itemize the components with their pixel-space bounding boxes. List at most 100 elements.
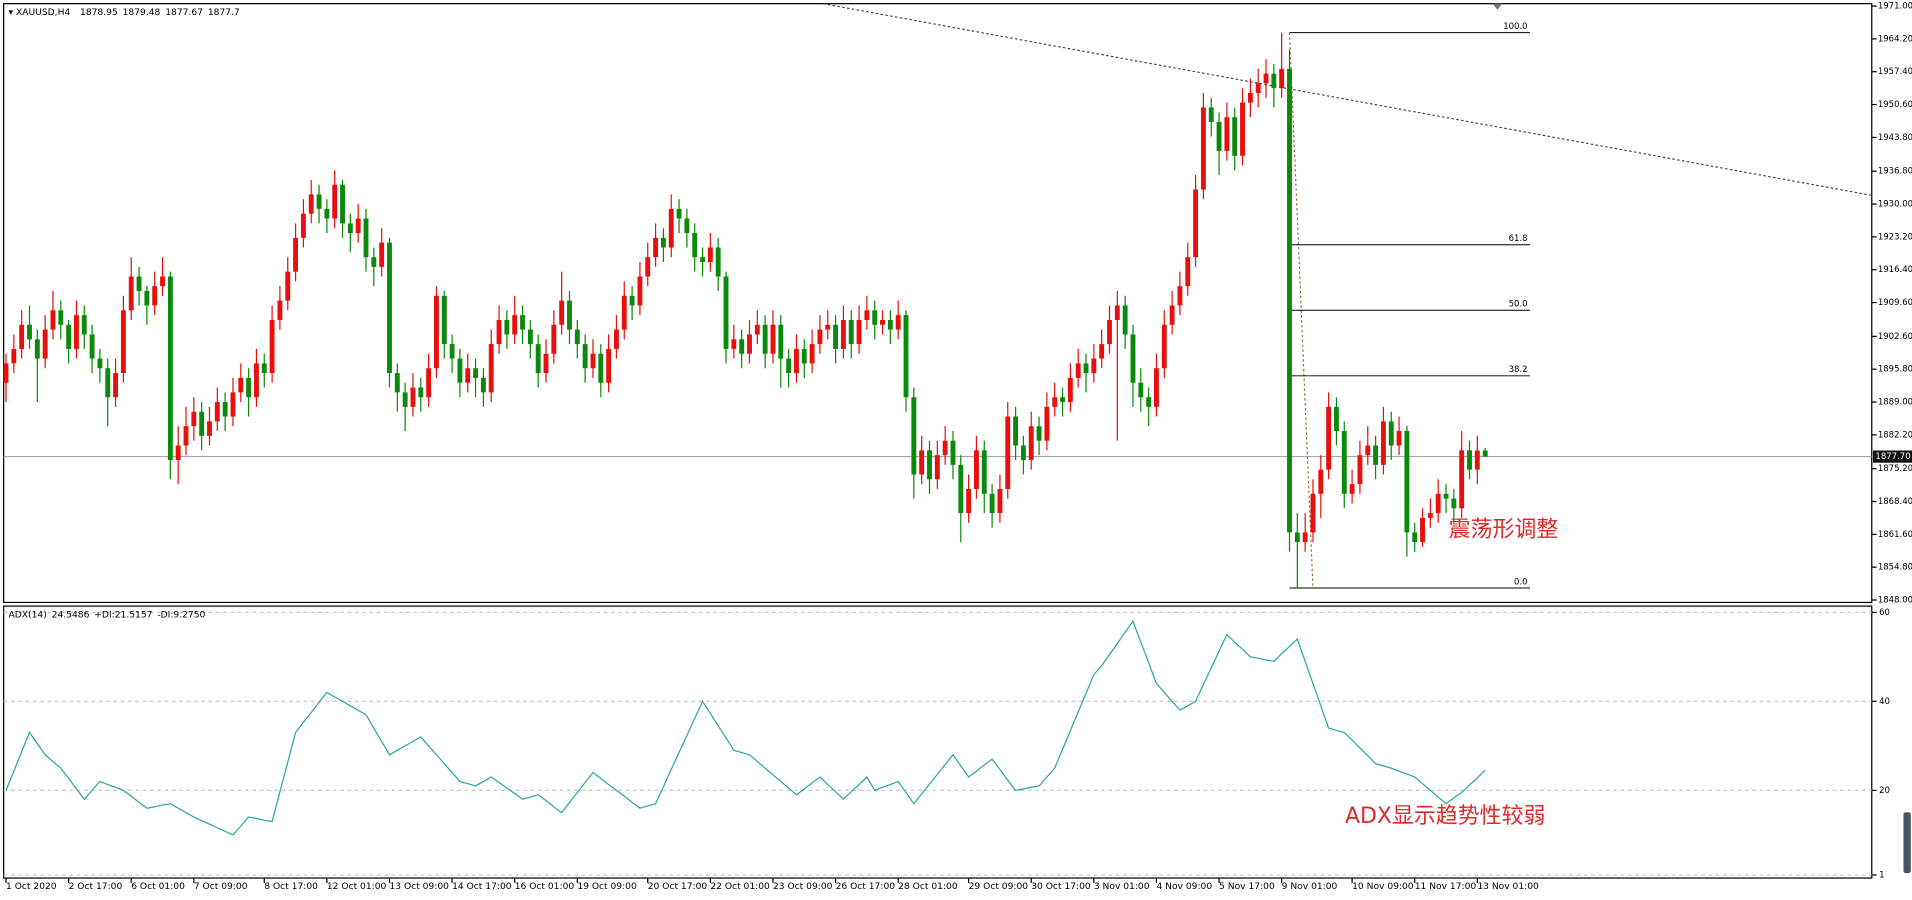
candle-body	[1169, 305, 1175, 325]
y-tick-label: 1895.80	[1878, 365, 1912, 375]
candle-body	[379, 242, 385, 267]
candle-body	[551, 324, 557, 354]
candle-body	[285, 271, 291, 301]
candle-body	[614, 329, 619, 349]
candle-body	[660, 237, 666, 248]
candle-body	[747, 334, 752, 354]
candle-body	[1467, 450, 1472, 470]
candle-body	[606, 348, 612, 383]
x-tick-label: 19 Oct 09:00	[577, 882, 637, 892]
candle-body	[1443, 493, 1449, 499]
x-tick-label: 6 Oct 01:00	[131, 882, 185, 892]
x-tick-label: 30 Oct 17:00	[1031, 882, 1091, 892]
candle-body	[1451, 498, 1457, 509]
candle-body	[629, 295, 635, 306]
candle-body	[668, 208, 674, 248]
candle-body	[1373, 445, 1379, 465]
y-tick-label: 20	[1879, 786, 1890, 796]
candle-body	[207, 421, 212, 436]
candle-body	[222, 402, 228, 417]
x-tick-label: 10 Nov 09:00	[1352, 882, 1414, 892]
candle-body	[903, 315, 909, 398]
candle-body	[199, 411, 205, 436]
candle-body	[1107, 319, 1112, 345]
candle-body	[1216, 121, 1222, 151]
candle-body	[1177, 286, 1183, 306]
shift-marker	[1492, 3, 1503, 10]
candle-body	[1287, 68, 1292, 533]
candle-body	[512, 315, 518, 335]
y-tick-label: 1943.80	[1878, 133, 1912, 143]
candle-body	[966, 488, 972, 514]
candle-body	[1396, 431, 1402, 446]
candle-body	[958, 464, 964, 514]
candle-body	[120, 310, 126, 374]
candle-body	[1099, 344, 1105, 359]
candle-body	[1240, 102, 1245, 156]
candle-body	[1380, 421, 1386, 465]
candle-body	[1349, 484, 1355, 494]
candle-body	[700, 257, 705, 263]
candle-body	[42, 329, 48, 359]
y-tick-label: 1882.20	[1878, 430, 1912, 440]
candle-body	[997, 488, 1003, 514]
x-tick-label: 13 Nov 01:00	[1477, 882, 1539, 892]
x-tick-label: 23 Oct 09:00	[773, 882, 833, 892]
x-tick-label: 9 Nov 01:00	[1282, 882, 1338, 892]
candle-body	[363, 218, 369, 258]
y-tick-label: 1950.60	[1878, 100, 1912, 110]
candle-body	[81, 315, 87, 335]
candle-body	[981, 450, 987, 494]
candle-body	[684, 218, 690, 234]
candle-body	[1357, 455, 1363, 485]
candle-body	[332, 184, 338, 219]
candle-body	[645, 257, 651, 277]
candle-body	[535, 344, 541, 374]
candle-body	[621, 295, 627, 330]
candle-body	[989, 493, 995, 514]
indicator-name: ADX(14)	[9, 610, 47, 620]
candle-body	[1255, 83, 1261, 93]
candle-body	[950, 440, 956, 465]
x-tick-label: 1 Oct 2020	[6, 882, 57, 892]
candle-body	[731, 339, 737, 349]
candle-body	[230, 392, 236, 417]
candle-body	[559, 300, 565, 325]
y-tick-label: 1936.80	[1878, 167, 1912, 177]
indicator-panel	[3, 605, 1873, 879]
header-ohlc: 1879.48	[123, 8, 161, 18]
candle-body	[833, 324, 839, 349]
candle-body	[887, 319, 893, 330]
current-price-box	[1872, 450, 1912, 463]
candle-body	[1224, 117, 1230, 151]
header-arrow: ▾	[9, 8, 16, 18]
candle-body	[1247, 92, 1253, 103]
fib-label: 100.0	[1503, 22, 1527, 32]
candle-body	[50, 310, 56, 330]
candle-body	[895, 315, 901, 330]
candle-body	[465, 368, 471, 383]
candle-body	[794, 348, 799, 374]
candle-body	[160, 276, 165, 287]
candle-body	[58, 310, 64, 325]
candle-body	[1185, 257, 1191, 287]
fib-label: 38.2	[1509, 365, 1528, 375]
candle-body	[11, 348, 17, 364]
candle-body	[840, 319, 846, 349]
candle-body	[1013, 416, 1019, 446]
candle-body	[269, 319, 275, 374]
candle-body	[864, 310, 870, 320]
y-tick-label: 1902.60	[1878, 332, 1912, 342]
candle-body	[715, 247, 721, 277]
candle-body	[152, 286, 158, 306]
x-tick-label: 7 Oct 09:00	[194, 882, 248, 892]
candle-body	[355, 218, 361, 234]
candle-body	[1020, 445, 1026, 460]
candle-body	[692, 233, 698, 258]
candle-body	[762, 324, 768, 354]
candle-body	[574, 329, 580, 345]
candle-body	[927, 450, 932, 480]
candle-body	[1091, 358, 1097, 374]
candle-body	[113, 373, 119, 398]
candle-body	[426, 368, 432, 398]
